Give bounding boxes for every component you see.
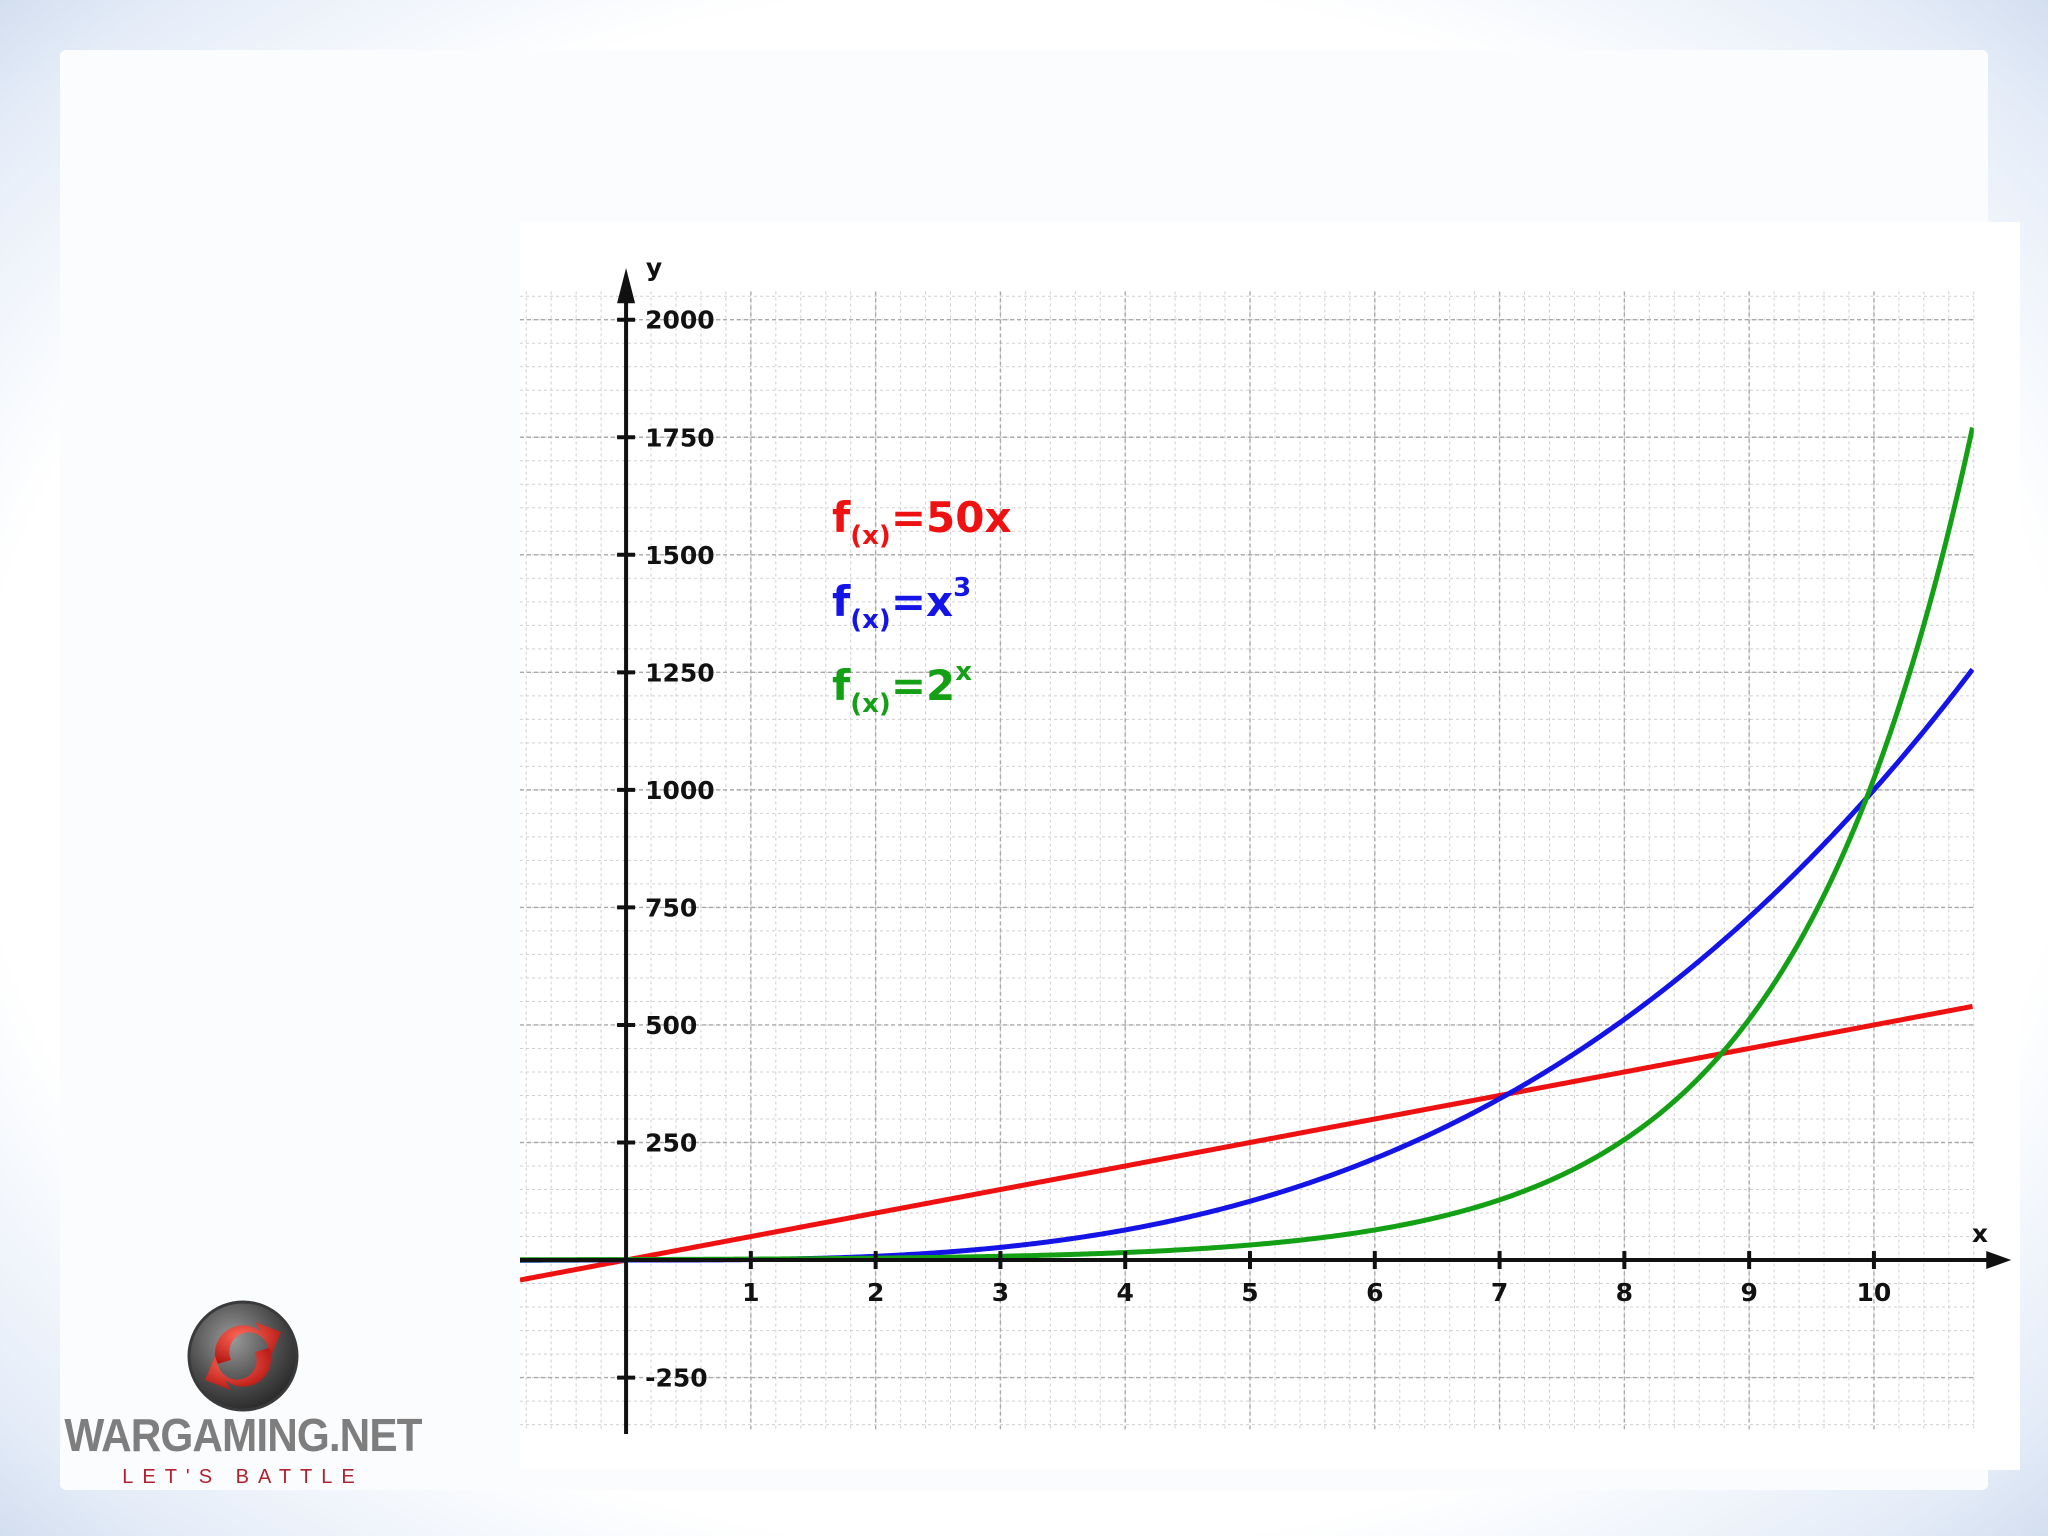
y-axis-arrow [617, 268, 636, 304]
y-tick-label: 1500 [645, 541, 715, 570]
x-tick-label: 3 [992, 1278, 1009, 1307]
wargaming-emblem-icon [187, 1300, 299, 1412]
x-tick-label: 6 [1366, 1278, 1383, 1307]
x-tick-label: 1 [742, 1278, 759, 1307]
slide-content: 1 2 3 4 5 6 7 8 9 10 -250 250 500 750 1000 1250 1500 1750… [60, 50, 2020, 1490]
function-chart: 1 2 3 4 5 6 7 8 9 10 -250 250 500 750 1000 1250 1500 1750… [520, 253, 2012, 1434]
legend-label-2: f(x)=2x [832, 657, 972, 719]
x-axis-label: x [1972, 1219, 1988, 1248]
x-axis-arrow [1986, 1251, 2012, 1270]
x-tick-label: 10 [1857, 1278, 1892, 1307]
x-tick-label: 4 [1117, 1278, 1134, 1307]
logo-tagline: LET'S BATTLE [122, 1466, 364, 1488]
x-tick-label: 5 [1241, 1278, 1258, 1307]
y-tick-label: 250 [645, 1129, 697, 1158]
logo-wordmark: WARGAMING.NET [64, 1409, 422, 1461]
x-tick-label: 9 [1740, 1278, 1757, 1307]
y-tick-label: 2000 [645, 306, 715, 335]
x-tick-label: 7 [1491, 1278, 1508, 1307]
y-tick-label: 1750 [645, 423, 715, 452]
series-line-1 [520, 667, 1974, 1263]
minor-grid [520, 291, 1975, 1430]
y-tick-label: 750 [645, 893, 697, 922]
series-line-2 [520, 427, 1974, 1263]
series-line-0 [520, 1003, 1973, 1283]
y-tick-label: 1000 [645, 776, 715, 805]
legend-label-1: f(x)=x3 [832, 573, 971, 635]
plot-panel: 1 2 3 4 5 6 7 8 9 10 -250 250 500 750 1000 1250 1500 1750… [520, 222, 2020, 1470]
y-tick-label: 500 [645, 1011, 697, 1040]
wargaming-logo: WARGAMING.NET LET'S BATTLE [48, 1290, 438, 1500]
y-axis-label: y [646, 253, 662, 282]
legend-label-0: f(x)=50x [832, 493, 1012, 551]
y-tick-label: -250 [645, 1364, 708, 1393]
x-tick-label: 2 [867, 1278, 884, 1307]
axes [520, 296, 1989, 1434]
y-tick-label: 1250 [645, 658, 715, 687]
x-tick-label: 8 [1616, 1278, 1633, 1307]
